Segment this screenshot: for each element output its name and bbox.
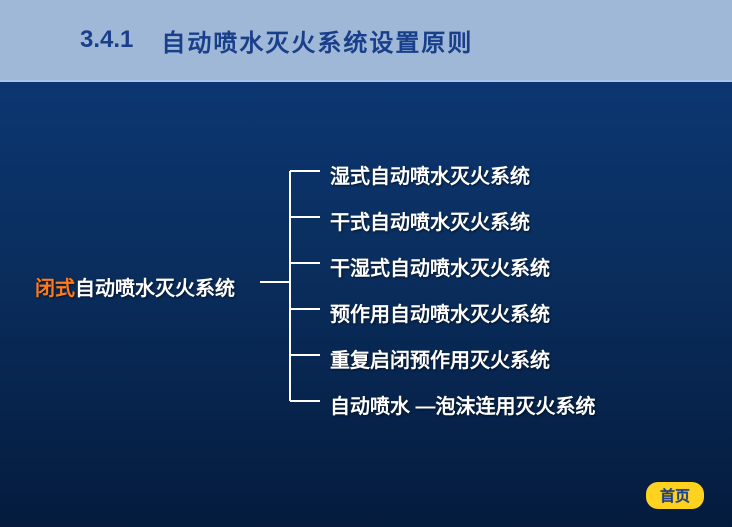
home-button[interactable]: 首页 <box>646 482 704 509</box>
slide-header: 3.4.1 自动喷水灭火系统设置原则 <box>0 0 732 80</box>
section-number: 3.4.1 <box>80 26 133 54</box>
branch-item: 干湿式自动喷水灭火系统 <box>330 252 550 281</box>
section-title: 自动喷水灭火系统设置原则 <box>161 23 473 58</box>
tree-bracket <box>0 82 340 482</box>
branch-item: 自动喷水 —泡沫连用灭火系统 <box>330 390 596 419</box>
diagram-area: 闭式自动喷水灭火系统 湿式自动喷水灭火系统干式自动喷水灭火系统干湿式自动喷水灭火… <box>0 82 732 482</box>
branch-item: 预作用自动喷水灭火系统 <box>330 298 550 327</box>
branch-item: 干式自动喷水灭火系统 <box>330 206 530 235</box>
home-button-label: 首页 <box>660 488 690 505</box>
branch-item: 湿式自动喷水灭火系统 <box>330 160 530 189</box>
branch-item: 重复启闭预作用灭火系统 <box>330 344 550 373</box>
